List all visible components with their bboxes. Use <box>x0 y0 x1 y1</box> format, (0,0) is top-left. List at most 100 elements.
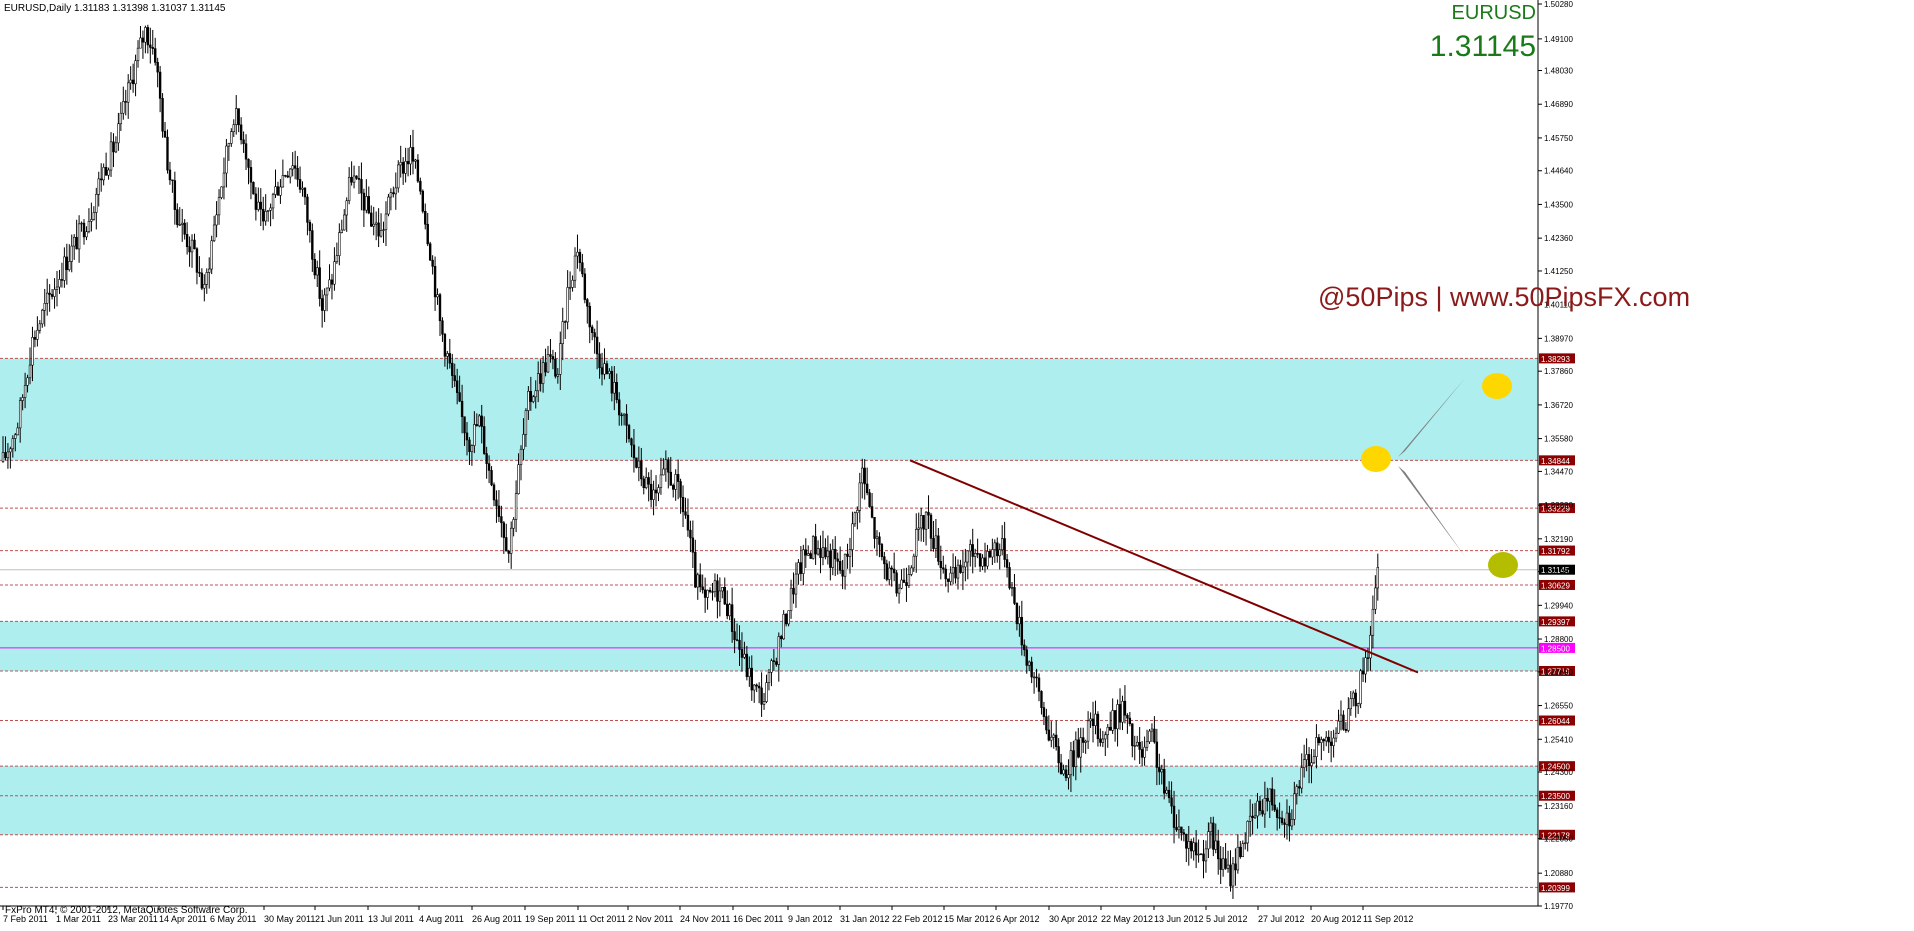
candle-body <box>259 201 262 210</box>
candle-body <box>632 444 636 459</box>
projection-arrow-down <box>1398 466 1466 558</box>
candle-body <box>942 567 945 570</box>
x-tick-label: 14 Apr 2011 <box>159 914 207 924</box>
candle-body <box>541 362 545 384</box>
candle-body <box>1047 729 1051 741</box>
candle-body <box>4 452 7 459</box>
candle-body <box>397 164 400 189</box>
candle-body <box>1116 704 1119 730</box>
candle-body <box>610 370 614 394</box>
y-tick-label: 1.38970 <box>1544 334 1573 343</box>
candle-body <box>998 549 1001 557</box>
candle-body <box>1300 767 1303 789</box>
x-tick-label: 2 Nov 2011 <box>628 914 673 924</box>
candle-body <box>1268 788 1271 802</box>
candle-body <box>662 468 665 476</box>
candle-body <box>478 415 481 427</box>
candle-body <box>802 549 805 574</box>
candle-body <box>470 445 474 452</box>
candle-body <box>932 538 935 549</box>
candle-body <box>335 255 339 263</box>
candle-body <box>262 208 265 222</box>
x-tick-label: 16 Dec 2011 <box>733 914 783 924</box>
candle-body <box>1170 797 1173 807</box>
candle-body <box>1261 810 1264 815</box>
candle-body <box>703 589 707 598</box>
candle-body <box>163 130 167 138</box>
candle-body <box>345 200 348 216</box>
x-tick-label: 11 Oct 2011 <box>578 914 626 924</box>
candle-body <box>1192 842 1195 852</box>
candle-body <box>1037 677 1041 692</box>
candle-body <box>1138 741 1141 750</box>
candle-body <box>1106 726 1109 736</box>
candle-body <box>220 186 223 198</box>
candle-body <box>352 175 356 183</box>
x-tick-label: 26 Aug 2011 <box>472 914 522 924</box>
candle-body <box>1030 661 1033 678</box>
candle-body <box>492 484 496 501</box>
candle-body <box>784 613 788 625</box>
candle-body <box>622 413 626 416</box>
candle-body <box>316 267 319 276</box>
candle-body <box>740 649 744 658</box>
candle-body <box>735 639 739 641</box>
candle-body <box>151 47 154 49</box>
candle-body <box>1374 587 1377 610</box>
zone-band <box>0 766 1538 835</box>
candle-body <box>1325 736 1328 742</box>
y-tick-label: 1.32190 <box>1544 535 1573 544</box>
candle-body <box>775 661 778 665</box>
chart-info: EURUSD,Daily 1.31183 1.31398 1.31037 1.3… <box>4 3 226 14</box>
candle-body <box>117 123 120 144</box>
candle-body <box>200 272 204 289</box>
level-label: 1.20399 <box>1541 884 1570 893</box>
candle-body <box>1293 793 1296 820</box>
candle-body <box>264 211 267 222</box>
candle-body <box>11 438 15 450</box>
candle-body <box>981 557 984 567</box>
x-tick-label: 11 Sep 2012 <box>1363 914 1413 924</box>
candle-body <box>448 353 452 364</box>
projection-arrow-up <box>1398 377 1466 457</box>
candle-body <box>959 564 962 573</box>
candle-body <box>762 701 766 705</box>
candle-body <box>1224 858 1227 869</box>
candle-body <box>1015 603 1019 625</box>
level-tag <box>1539 761 1575 772</box>
candle-body <box>441 320 444 335</box>
candle-body <box>1202 853 1205 862</box>
x-tick-label: 27 Jul 2012 <box>1258 914 1305 924</box>
candle-body <box>58 279 61 288</box>
y-tick-label: 1.28800 <box>1544 635 1573 644</box>
candle-body <box>1194 842 1198 856</box>
symbol-label: EURUSD <box>1451 2 1536 24</box>
candle-body <box>1317 737 1321 744</box>
candle-body <box>637 460 641 468</box>
candle-body <box>1059 762 1063 775</box>
candle-body <box>139 37 142 49</box>
candle-body <box>227 143 231 147</box>
candle-body <box>728 604 731 617</box>
candle-body <box>961 566 965 573</box>
y-tick-label: 1.37860 <box>1544 367 1573 376</box>
level-tag <box>1539 790 1575 801</box>
candle-body <box>188 246 191 253</box>
y-tick-label: 1.26550 <box>1544 702 1573 711</box>
candle-body <box>1010 587 1014 589</box>
candle-body <box>1275 809 1279 818</box>
candle-body <box>1214 840 1217 850</box>
candle-body <box>811 536 815 559</box>
candle-body <box>372 223 375 227</box>
candle-body <box>43 302 46 311</box>
candle-body <box>97 178 100 195</box>
candle-body <box>1155 741 1159 768</box>
candle-body <box>522 434 525 450</box>
candle-body <box>399 162 402 166</box>
candle-body <box>26 377 29 386</box>
candle-body <box>495 499 498 507</box>
candle-body <box>458 392 461 402</box>
candle-body <box>90 219 93 222</box>
x-tick-label: 13 Jul 2011 <box>368 914 414 924</box>
